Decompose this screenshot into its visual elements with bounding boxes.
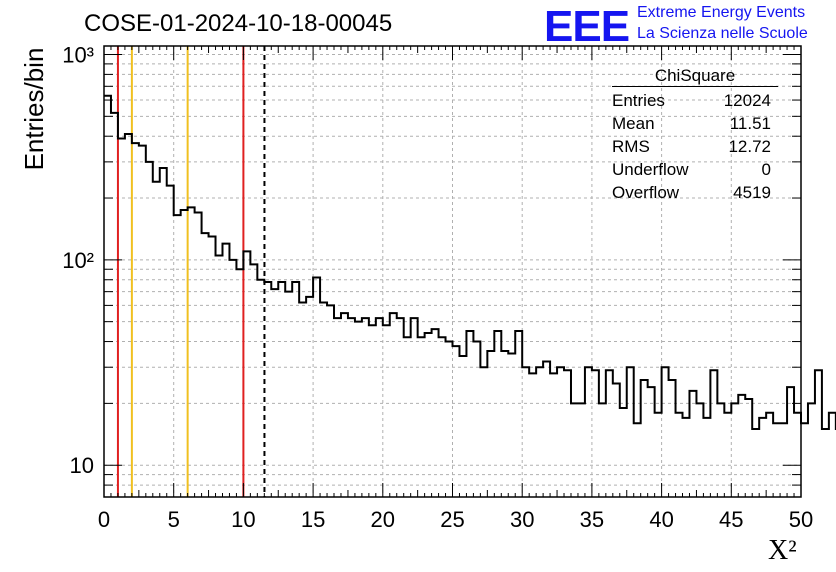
axis-ticks bbox=[103, 46, 802, 498]
reference-lines bbox=[116, 46, 266, 497]
x-tick-label: 40 bbox=[649, 507, 673, 532]
y-tick-label: 10² bbox=[62, 248, 94, 273]
y-axis-label: Entries/bin bbox=[19, 47, 49, 171]
x-tick-label: 5 bbox=[168, 507, 180, 532]
logo-line-2: La Scienza nelle Scuole bbox=[637, 25, 808, 42]
x-tick-label: 10 bbox=[231, 507, 255, 532]
x-tick-label: 45 bbox=[719, 507, 743, 532]
x-tick-label: 0 bbox=[98, 507, 110, 532]
stats-row-mean: Mean 11.51 bbox=[612, 114, 771, 133]
stats-row-entries: Entries 12024 bbox=[612, 91, 771, 110]
x-tick-label: 50 bbox=[789, 507, 813, 532]
chart-title: COSE-01-2024-10-18-00045 bbox=[84, 10, 393, 37]
stats-row-rms: RMS 12.72 bbox=[612, 137, 771, 156]
x-tick-label: 35 bbox=[580, 507, 604, 532]
stats-title: ChiSquare bbox=[612, 66, 778, 87]
stats-box: ChiSquare Entries 12024 Mean 11.51 RMS 12.7… bbox=[612, 66, 778, 206]
logo-line-1: Extreme Energy Events bbox=[637, 4, 806, 21]
x-axis-label: X² bbox=[768, 535, 797, 566]
tick-labels: 0 5 10 15 20 25 30 35 40 45 50 10 10² 10³ bbox=[62, 42, 813, 532]
y-tick-label: 10³ bbox=[62, 42, 94, 67]
y-tick-label: 10 bbox=[70, 453, 94, 478]
x-tick-label: 25 bbox=[440, 507, 464, 532]
x-tick-label: 30 bbox=[510, 507, 534, 532]
stats-row-underflow: Underflow 0 bbox=[612, 160, 771, 179]
stats-row-overflow: Overflow 4519 bbox=[612, 183, 771, 202]
eee-logo: EEE bbox=[544, 2, 630, 51]
histogram-step-line bbox=[104, 94, 836, 431]
x-tick-label: 20 bbox=[371, 507, 395, 532]
x-tick-label: 15 bbox=[301, 507, 325, 532]
